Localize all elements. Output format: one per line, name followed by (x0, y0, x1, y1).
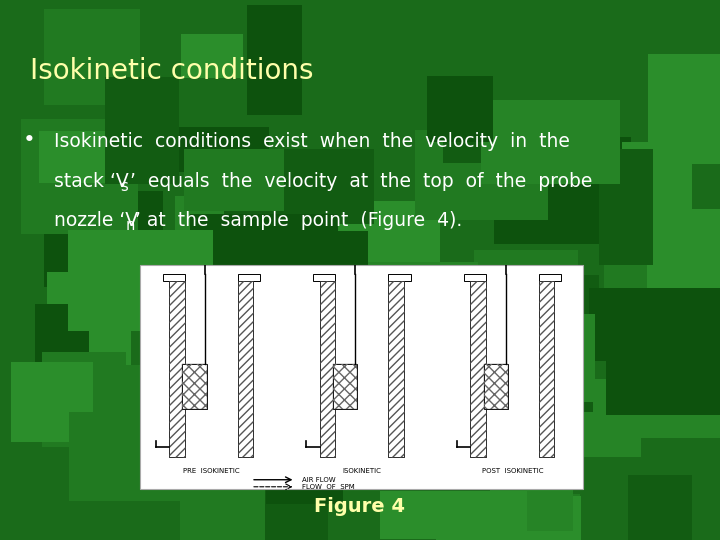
Text: Isokinetic conditions: Isokinetic conditions (30, 57, 314, 85)
Text: •: • (23, 130, 36, 150)
Bar (333, 364, 357, 409)
Bar (169, 281, 184, 457)
Bar (140, 265, 583, 489)
Text: n: n (126, 218, 135, 233)
Bar (320, 281, 336, 457)
Text: PRE  ISOKINETIC: PRE ISOKINETIC (183, 468, 240, 474)
Bar (238, 281, 253, 457)
Bar (484, 364, 508, 409)
Bar (163, 274, 185, 281)
Text: ISOKINETIC: ISOKINETIC (343, 468, 381, 474)
Text: POST  ISOKINETIC: POST ISOKINETIC (482, 468, 543, 474)
Bar (484, 364, 508, 409)
Text: AIR FLOW: AIR FLOW (302, 477, 336, 483)
Text: ’ at  the  sample  point  (Figure  4).: ’ at the sample point (Figure 4). (135, 211, 463, 230)
Bar (388, 281, 404, 457)
Text: nozzle ‘V: nozzle ‘V (54, 211, 138, 230)
Bar (464, 274, 486, 281)
Bar (238, 281, 253, 457)
Bar (388, 274, 410, 281)
Bar (169, 281, 184, 457)
Bar (182, 364, 207, 409)
Text: Figure 4: Figure 4 (315, 497, 405, 516)
Bar (388, 281, 404, 457)
Bar (238, 274, 260, 281)
Text: Isokinetic  conditions  exist  when  the  velocity  in  the: Isokinetic conditions exist when the vel… (54, 132, 570, 151)
Bar (313, 274, 336, 281)
Text: s: s (120, 179, 128, 194)
Bar (470, 281, 486, 457)
Bar (539, 281, 554, 457)
Text: stack ‘V: stack ‘V (54, 172, 129, 191)
Bar (320, 281, 336, 457)
Text: ’  equals  the  velocity  at  the  top  of  the  probe: ’ equals the velocity at the top of the … (130, 172, 593, 191)
Text: FLOW  OF  SPM: FLOW OF SPM (302, 484, 355, 490)
Bar (470, 281, 486, 457)
Bar (539, 274, 561, 281)
Bar (333, 364, 357, 409)
Bar (182, 364, 207, 409)
Bar (539, 281, 554, 457)
